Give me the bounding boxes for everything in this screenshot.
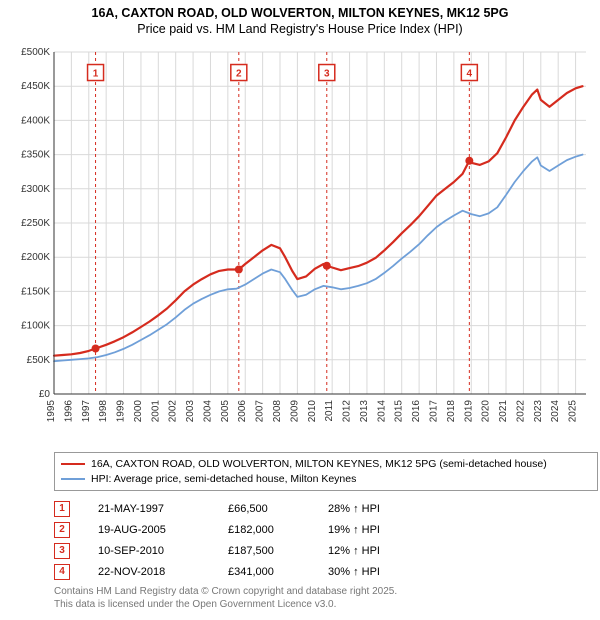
- svg-text:£150K: £150K: [21, 286, 50, 297]
- svg-text:£450K: £450K: [21, 81, 50, 92]
- chart-svg: £0 £50K £100K £150K £200K £250K £300K £350K £400…: [8, 44, 592, 444]
- svg-text:2015: 2015: [394, 400, 405, 423]
- footer-line-1: Contains HM Land Registry data © Crown c…: [54, 586, 397, 599]
- svg-text:2009: 2009: [289, 400, 300, 423]
- svg-text:£50K: £50K: [27, 355, 51, 366]
- svg-text:2: 2: [236, 69, 242, 80]
- legend-label-hpi: HPI: Average price, semi-detached house,…: [91, 472, 356, 487]
- svg-text:2014: 2014: [376, 400, 387, 423]
- svg-text:1995: 1995: [46, 400, 57, 423]
- legend-label-price-paid: 16A, CAXTON ROAD, OLD WOLVERTON, MILTON …: [91, 457, 547, 472]
- marker-row-4: 4 22-NOV-2018 £341,000 30% ↑ HPI: [54, 561, 448, 582]
- svg-text:2020: 2020: [481, 400, 492, 423]
- title-line-1: 16A, CAXTON ROAD, OLD WOLVERTON, MILTON …: [0, 6, 600, 22]
- marker-row-1: 1 21-MAY-1997 £66,500 28% ↑ HPI: [54, 498, 448, 519]
- marker-price-4: £341,000: [228, 566, 328, 578]
- marker-row-2: 2 19-AUG-2005 £182,000 19% ↑ HPI: [54, 519, 448, 540]
- marker-box-2: 2: [54, 522, 70, 538]
- svg-text:2011: 2011: [324, 400, 335, 422]
- svg-text:2012: 2012: [342, 400, 353, 423]
- svg-text:2005: 2005: [220, 400, 231, 423]
- svg-text:2003: 2003: [185, 400, 196, 423]
- marker-price-2: £182,000: [228, 524, 328, 536]
- svg-text:£500K: £500K: [21, 47, 50, 58]
- legend-row-2: HPI: Average price, semi-detached house,…: [61, 472, 591, 487]
- marker-price-1: £66,500: [228, 503, 328, 515]
- svg-text:1999: 1999: [116, 400, 127, 423]
- svg-text:2018: 2018: [446, 400, 457, 423]
- marker-hpi-1: 28% ↑ HPI: [328, 503, 448, 515]
- marker-row-3: 3 10-SEP-2010 £187,500 12% ↑ HPI: [54, 540, 448, 561]
- marker-date-1: 21-MAY-1997: [98, 503, 228, 515]
- marker-box-1: 1: [54, 501, 70, 517]
- svg-text:2024: 2024: [550, 400, 561, 423]
- legend-swatch-hpi: [61, 478, 85, 480]
- svg-text:2008: 2008: [272, 400, 283, 423]
- marker-box-4: 4: [54, 564, 70, 580]
- svg-text:£100K: £100K: [21, 321, 50, 332]
- svg-text:2022: 2022: [515, 400, 526, 423]
- svg-text:2019: 2019: [463, 400, 474, 423]
- marker-price-3: £187,500: [228, 545, 328, 557]
- svg-text:2017: 2017: [428, 400, 439, 423]
- footer-line-2: This data is licensed under the Open Gov…: [54, 599, 397, 612]
- title-block: 16A, CAXTON ROAD, OLD WOLVERTON, MILTON …: [0, 0, 600, 37]
- svg-text:£0: £0: [39, 389, 51, 400]
- svg-text:2006: 2006: [237, 400, 248, 423]
- chart: £0 £50K £100K £150K £200K £250K £300K £350K £400…: [8, 44, 592, 444]
- svg-text:2016: 2016: [411, 400, 422, 423]
- svg-text:£300K: £300K: [21, 184, 50, 195]
- marker-hpi-3: 12% ↑ HPI: [328, 545, 448, 557]
- marker-date-2: 19-AUG-2005: [98, 524, 228, 536]
- svg-text:2004: 2004: [202, 400, 213, 423]
- svg-text:2001: 2001: [150, 400, 161, 423]
- legend-swatch-price-paid: [61, 463, 85, 465]
- svg-text:2025: 2025: [568, 400, 579, 423]
- svg-text:2021: 2021: [498, 400, 509, 423]
- marker-date-3: 10-SEP-2010: [98, 545, 228, 557]
- footer-note: Contains HM Land Registry data © Crown c…: [54, 586, 397, 611]
- svg-text:2002: 2002: [168, 400, 179, 423]
- svg-text:£200K: £200K: [21, 252, 50, 263]
- svg-text:1998: 1998: [98, 400, 109, 423]
- svg-text:£250K: £250K: [21, 218, 50, 229]
- svg-text:2000: 2000: [133, 400, 144, 423]
- svg-text:1996: 1996: [63, 400, 74, 423]
- svg-text:£400K: £400K: [21, 115, 50, 126]
- legend: 16A, CAXTON ROAD, OLD WOLVERTON, MILTON …: [54, 452, 598, 491]
- title-line-2: Price paid vs. HM Land Registry's House …: [0, 22, 600, 38]
- marker-hpi-4: 30% ↑ HPI: [328, 566, 448, 578]
- markers-table: 1 21-MAY-1997 £66,500 28% ↑ HPI 2 19-AUG…: [54, 498, 448, 582]
- legend-row-1: 16A, CAXTON ROAD, OLD WOLVERTON, MILTON …: [61, 457, 591, 472]
- svg-text:1997: 1997: [81, 400, 92, 423]
- svg-text:2007: 2007: [255, 400, 266, 423]
- marker-box-3: 3: [54, 543, 70, 559]
- svg-text:1: 1: [93, 69, 99, 80]
- marker-date-4: 22-NOV-2018: [98, 566, 228, 578]
- marker-hpi-2: 19% ↑ HPI: [328, 524, 448, 536]
- svg-text:2013: 2013: [359, 400, 370, 423]
- svg-text:2010: 2010: [307, 400, 318, 423]
- svg-text:2023: 2023: [533, 400, 544, 423]
- svg-text:£350K: £350K: [21, 150, 50, 161]
- svg-text:3: 3: [324, 69, 330, 80]
- chart-container: 16A, CAXTON ROAD, OLD WOLVERTON, MILTON …: [0, 0, 600, 620]
- svg-text:4: 4: [467, 69, 473, 80]
